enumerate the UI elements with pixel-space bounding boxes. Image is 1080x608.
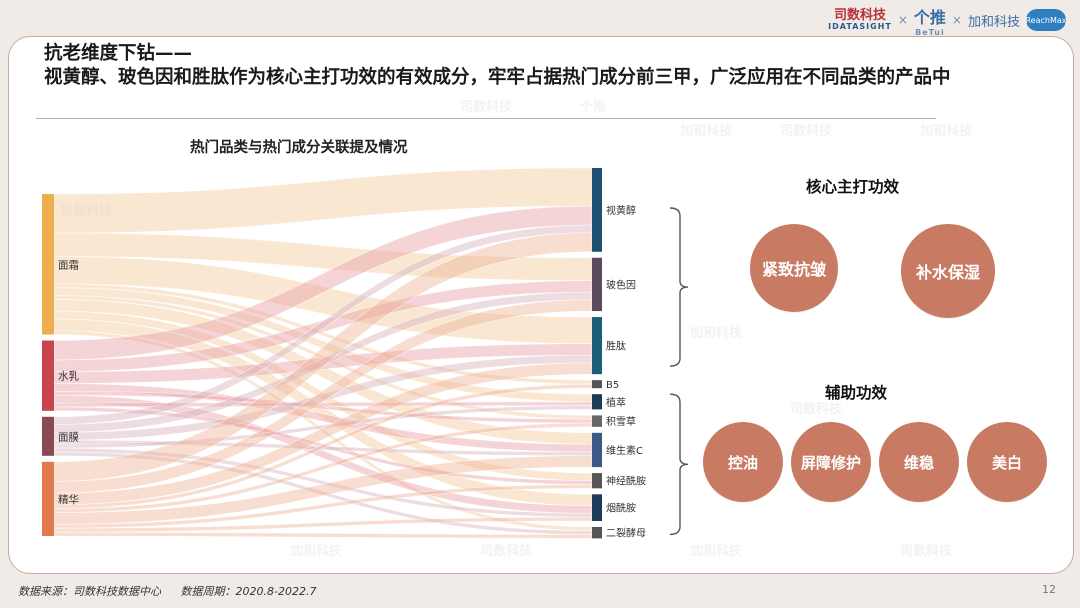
sankey-target-label: 烟酰胺 (606, 502, 636, 515)
aux-effect-bubble: 美白 (967, 422, 1047, 502)
sankey-target-node (592, 380, 602, 389)
sankey-target-node (592, 494, 602, 521)
watermark-logo: 司数科技 (480, 544, 533, 559)
slide-title-line2: 视黄醇、玻色因和胜肽作为核心主打功效的有效成分，牢牢占据热门成分前三甲，广泛应用… (44, 67, 951, 88)
sankey-link (53, 401, 593, 408)
title-divider (36, 118, 936, 119)
betui-logo: 个推 BeTui (914, 4, 946, 37)
footer-source: 数据来源：司数科技数据中心 (18, 585, 161, 598)
sankey-target-label: 神经酰胺 (606, 475, 646, 488)
sankey-link (53, 362, 593, 506)
watermark-logo: 司数科技 (790, 402, 843, 417)
idatasight-logo-cn: 司数科技 (834, 8, 887, 23)
aux-effects-title: 辅助功效 (825, 384, 888, 402)
sankey-source-label: 面霜 (58, 259, 79, 271)
sankey-source-node (42, 461, 54, 536)
core-bracket (669, 207, 689, 367)
sankey-target-label: 积雪草 (606, 416, 636, 428)
page-number: 12 (1042, 583, 1056, 596)
sankey-source-label: 面膜 (58, 431, 79, 443)
sankey-target-label: 植萃 (606, 396, 626, 409)
watermark-logo: 司数科技 (460, 100, 513, 115)
sankey-target-label: 玻色因 (606, 278, 636, 291)
aux-effect-bubble: 屏障修护 (791, 422, 871, 502)
sankey-link (53, 531, 593, 539)
sankey-target-node (592, 168, 602, 252)
sankey-source-node (42, 194, 54, 335)
sankey-target-node (592, 415, 602, 427)
header-logos: 司数科技 IDATASIGHT × 个推 BeTui × 加和科技 ReachM… (828, 4, 1067, 37)
sankey-target-node (592, 257, 602, 312)
watermark-logo: 加和科技 (920, 124, 973, 139)
sankey-source-node (42, 340, 54, 411)
sankey-source-label: 精华 (58, 493, 79, 506)
idatasight-logo: 司数科技 IDATASIGHT (828, 9, 892, 31)
sankey-target-label: 维生素C (606, 444, 643, 457)
footer-period: 数据周期：2020.8-2022.7 (180, 585, 317, 598)
sankey-target-node (592, 432, 602, 468)
betui-logo-en: BeTui (915, 27, 945, 37)
sankey-target-node (592, 526, 602, 539)
aux-effect-bubble: 维稳 (879, 422, 959, 502)
sankey-source-label: 水乳 (58, 370, 79, 383)
watermark-logo: 司数科技 (780, 124, 833, 139)
sankey-link (53, 383, 593, 509)
sankey-target-label: 胜肽 (606, 340, 626, 353)
watermark-logo: 个推 (580, 100, 607, 115)
watermark-logo: 加和科技 (690, 326, 743, 341)
sankey-link (53, 516, 593, 533)
aux-effect-bubble: 控油 (703, 422, 783, 502)
logo-separator: × (897, 13, 908, 27)
sankey-target-node (592, 473, 602, 489)
sankey-source-node (42, 416, 54, 456)
sankey-links (53, 167, 593, 539)
slide-title-line1: 抗老维度下钻—— (44, 43, 193, 64)
watermark-logo: 司数科技 (900, 544, 953, 559)
jiahe-logo: 加和科技 (967, 14, 1020, 30)
sankey-target-node (592, 394, 602, 410)
slide-title: 抗老维度下钻—— 视黄醇、玻色因和胜肽作为核心主打功效的有效成分，牢牢占据热门成… (44, 42, 1044, 90)
core-effects-title: 核心主打功效 (806, 178, 900, 196)
core-effect-bubble: 补水保湿 (901, 224, 995, 318)
logo-separator: × (951, 13, 962, 27)
watermark-logo: 司数科技 (60, 204, 113, 219)
watermark-logo: 加和科技 (690, 544, 743, 559)
core-effect-bubble: 紧致抗皱 (750, 224, 838, 312)
reachmax-logo: ReachMax (1025, 9, 1067, 31)
aux-bracket (669, 393, 689, 536)
footer-note: 数据来源：司数科技数据中心 数据周期：2020.8-2022.7 (18, 583, 332, 599)
sankey-target-label: 二裂酵母 (606, 527, 646, 540)
sankey-target-label: 视黄醇 (606, 204, 636, 217)
sankey-target-label: B5 (606, 380, 619, 391)
sankey-target-node (592, 317, 602, 375)
watermark-logo: 加和科技 (680, 124, 733, 139)
idatasight-logo-en: IDATASIGHT (828, 22, 892, 31)
watermark-logo: 加和科技 (290, 544, 343, 559)
chart-title: 热门品类与热门成分关联提及情况 (190, 140, 408, 156)
betui-logo-cn: 个推 (913, 7, 946, 27)
